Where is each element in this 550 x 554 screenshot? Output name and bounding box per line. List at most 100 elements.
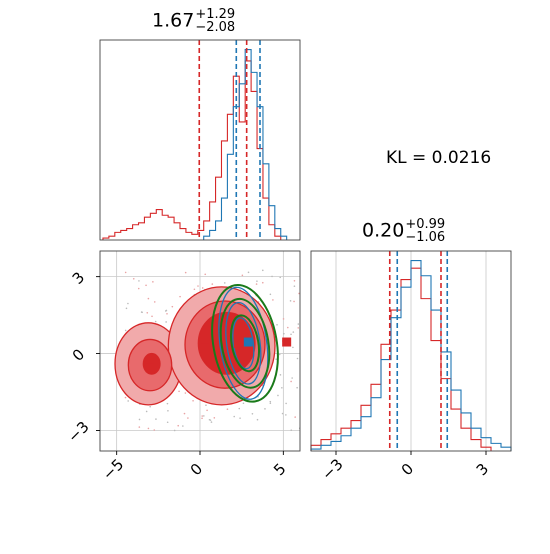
joint-scatter-point [223,282,226,284]
joint-scatter-point [293,300,295,303]
joint-scatter-point [138,426,141,428]
joint-scatter-point [272,299,274,301]
joint-scatter-point [166,312,168,315]
joint-scatter-point [277,394,279,397]
joint-contour-blue [232,317,255,370]
joint-scatter-point [279,276,282,279]
joint-scatter-point [283,332,285,335]
right-hist-xtick-label: 0 [398,460,417,479]
joint-scatter-point [127,302,129,305]
top-hist-series-blue-step [203,48,288,240]
joint-scatter-point [171,305,174,308]
joint-scatter-point [166,421,169,424]
joint-scatter-point [296,357,299,360]
joint-scatter-point [242,402,245,405]
joint-scatter-point [153,301,156,303]
joint-scatter-point [211,283,214,285]
right-hist-title-minus: −1.06 [405,230,446,245]
joint-scatter-point [164,310,167,312]
joint-xtick-label: −5 [99,455,127,483]
joint-scatter-point [238,407,241,410]
joint-scatter-point [247,271,250,274]
joint-xtick-label: 5 [270,460,289,479]
right-hist-title-value: 0.20 [362,219,405,242]
joint-scatter-point [179,295,181,298]
joint-scatter-point [201,415,203,417]
joint-contents [114,269,300,432]
joint-contour-green [229,314,261,373]
kl-divergence-label: KL = 0.0216 [386,148,492,168]
joint-scatter-point [256,418,259,421]
joint-scatter-point [127,400,129,402]
top-hist-series-red-step [102,60,282,240]
joint-scatter-point [292,346,294,349]
joint-scatter-point [183,412,186,415]
joint-scatter-point [178,390,180,393]
right-hist-series-blue-step [310,259,512,451]
joint-scatter-point [166,402,169,405]
joint-scatter-point [192,399,194,402]
joint-scatter-point [285,414,287,416]
joint-scatter-point [138,280,140,282]
joint-scatter-point [269,400,272,403]
joint-scatter-point [278,353,281,356]
joint-scatter-point [294,416,296,418]
joint-scatter-point [275,358,277,361]
joint-scatter-point [153,429,156,431]
joint-scatter-point [197,285,199,287]
joint-scatter-point [290,380,292,383]
joint-contour-blue [225,301,262,385]
joint-scatter-point [124,396,127,399]
joint-scatter-point [290,333,292,336]
joint-scatter-point [281,386,283,389]
joint-scatter-point [205,404,207,406]
joint-scatter-point [152,281,154,283]
joint-marker-blue [243,337,253,347]
joint-scatter-point [297,323,300,325]
joint-scatter-point [291,377,293,379]
joint-scatter-point [256,280,258,282]
joint-scatter-point [147,427,150,430]
joint-scatter-point [141,311,143,314]
joint-scatter-point [203,415,205,417]
joint-scatter-point [292,331,295,333]
joint-scatter-point [173,429,176,432]
joint-scatter-point [269,402,272,405]
joint-scatter-point [124,329,127,332]
joint-scatter-point [210,421,213,423]
joint-scatter-point [298,292,300,295]
joint-xtick-label: 0 [187,460,206,479]
joint-scatter-point [124,271,127,274]
joint-scatter-point [239,417,241,419]
joint-scatter-point [201,417,203,420]
joint-scatter-point [293,279,296,282]
joint-scatter-point [187,417,189,419]
joint-scatter-point [149,405,151,408]
joint-scatter-point [281,412,284,415]
joint-scatter-point [297,327,300,329]
joint-scatter-point [182,425,184,427]
joint-scatter-point [282,318,285,320]
joint-scatter-point [251,413,254,415]
top-hist-frame [99,39,301,241]
joint-scatter-point [286,326,289,329]
joint-scatter-point [151,315,153,318]
joint-scatter-point [184,392,187,394]
joint-scatter-point [296,386,298,389]
joint-marker-red [282,337,292,347]
joint-scatter-point [255,283,258,285]
joint-scatter-point [233,415,236,418]
top-hist-panel [99,39,301,241]
joint-scatter-point [226,408,229,410]
joint-scatter-point [145,284,147,287]
joint-scatter-point [146,312,149,314]
right-hist-panel: −3 0 3 [310,250,512,484]
joint-scatter-point [201,287,204,289]
joint-scatter-point [177,424,180,427]
top-hist-title-minus: −2.08 [195,20,236,35]
joint-scatter-point [285,402,287,405]
joint-marker-red [233,338,243,348]
joint-marker-red [145,363,155,373]
joint-scatter-point [261,281,264,284]
